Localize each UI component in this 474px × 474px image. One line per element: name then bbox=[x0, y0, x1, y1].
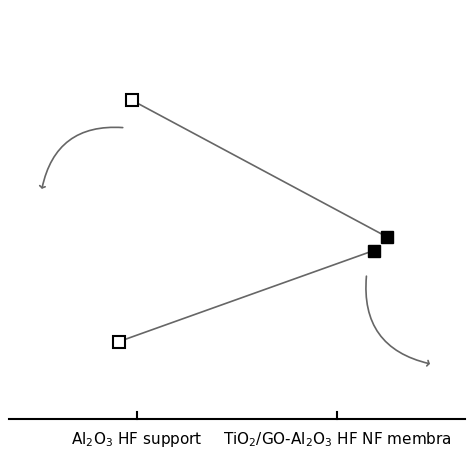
Text: Al$_2$O$_3$ HF support: Al$_2$O$_3$ HF support bbox=[71, 430, 203, 449]
Text: TiO$_2$/GO-Al$_2$O$_3$ HF NF membra: TiO$_2$/GO-Al$_2$O$_3$ HF NF membra bbox=[223, 430, 452, 449]
